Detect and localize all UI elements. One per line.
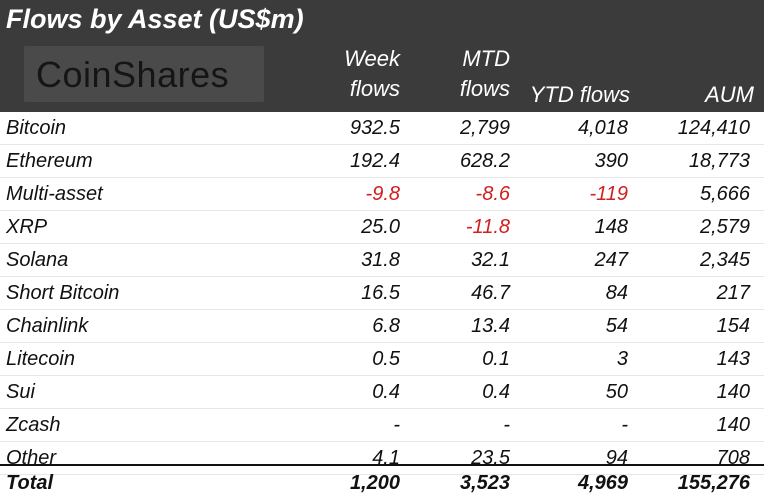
mtd-flow-value: 628.2 (459, 150, 510, 172)
ytd-flow-value: 54 (605, 315, 628, 337)
table-row: Zcash - - - 140 (0, 409, 764, 442)
mtd-flow-value: - (503, 414, 510, 436)
mtd-header-line1: MTD (462, 46, 510, 71)
table-row: Chainlink 6.8 13.4 54 154 (0, 310, 764, 343)
coinshares-logo: CoinShares (24, 46, 264, 102)
mtd-flow-value: 23.5 (471, 447, 510, 469)
total-ytd-flow: 4,969 (577, 472, 628, 494)
mtd-flow-value: 46.7 (471, 282, 510, 304)
ytd-flow-value: 390 (594, 150, 628, 172)
aum-value: 143 (716, 348, 750, 370)
aum-value: 2,345 (699, 249, 750, 271)
week-flow-value: 25.0 (361, 216, 400, 238)
table-header: Flows by Asset (US$m) CoinShares Week fl… (0, 0, 764, 112)
asset-name: Solana (6, 249, 69, 271)
week-flow-value: 16.5 (361, 282, 400, 304)
column-header-aum: AUM (705, 82, 754, 107)
aum-value: 5,666 (699, 183, 750, 205)
week-flow-value: 4.1 (372, 447, 400, 469)
asset-name: Ethereum (6, 150, 93, 172)
table-row: XRP 25.0 -11.8 148 2,579 (0, 211, 764, 244)
column-header-mtd-flows: MTD flows (390, 44, 510, 104)
aum-value: 154 (716, 315, 750, 337)
week-header-line1: Week (344, 46, 400, 71)
asset-name: Short Bitcoin (6, 282, 120, 304)
asset-name: XRP (6, 216, 48, 238)
total-row: Total 1,200 3,523 4,969 155,276 (0, 464, 764, 500)
table-title: Flows by Asset (US$m) (6, 4, 304, 34)
total-mtd-flow: 3,523 (459, 472, 510, 494)
asset-name: Bitcoin (6, 117, 67, 139)
asset-name: Chainlink (6, 315, 89, 337)
total-week-flow: 1,200 (349, 472, 400, 494)
mtd-flow-value: 32.1 (471, 249, 510, 271)
ytd-flow-value: 50 (605, 381, 628, 403)
total-aum: 155,276 (677, 472, 750, 494)
week-flow-value: 932.5 (349, 117, 400, 139)
mtd-flow-value: 0.4 (482, 381, 510, 403)
week-flow-value: -9.8 (365, 183, 400, 205)
table-row: Bitcoin 932.5 2,799 4,018 124,410 (0, 112, 764, 145)
week-flow-value: - (393, 414, 400, 436)
ytd-flow-value: 84 (605, 282, 628, 304)
table-row: Ethereum 192.4 628.2 390 18,773 (0, 145, 764, 178)
ytd-flow-value: 247 (594, 249, 628, 271)
logo-text: CoinShares (36, 54, 230, 95)
ytd-flow-value: 3 (616, 348, 628, 370)
mtd-header-line2: flows (459, 76, 510, 101)
table-body: Bitcoin 932.5 2,799 4,018 124,410 Ethere… (0, 112, 764, 475)
table-row: Sui 0.4 0.4 50 140 (0, 376, 764, 409)
ytd-flow-value: -119 (589, 183, 628, 205)
week-flow-value: 192.4 (349, 150, 400, 172)
week-header-line2: flows (349, 76, 400, 101)
column-header-week-flows: Week flows (280, 44, 400, 104)
asset-name: Sui (6, 381, 35, 403)
week-flow-value: 6.8 (372, 315, 400, 337)
mtd-flow-value: -11.8 (465, 216, 510, 238)
asset-name: Other (6, 447, 57, 469)
ytd-flow-value: 94 (605, 447, 628, 469)
aum-value: 708 (716, 447, 750, 469)
mtd-flow-value: -8.6 (475, 183, 510, 205)
asset-name: Zcash (6, 414, 61, 436)
ytd-flow-value: 148 (594, 216, 628, 238)
aum-value: 140 (716, 414, 750, 436)
total-label: Total (6, 472, 54, 494)
table-row: Litecoin 0.5 0.1 3 143 (0, 343, 764, 376)
asset-name: Litecoin (6, 348, 75, 370)
table-row: Multi-asset -9.8 -8.6 -119 5,666 (0, 178, 764, 211)
column-header-ytd-flows: YTD flows (529, 82, 630, 107)
mtd-flow-value: 2,799 (459, 117, 510, 139)
aum-value: 217 (716, 282, 750, 304)
aum-value: 18,773 (688, 150, 750, 172)
table-row: Solana 31.8 32.1 247 2,345 (0, 244, 764, 277)
aum-value: 124,410 (677, 117, 750, 139)
week-flow-value: 0.4 (372, 381, 400, 403)
ytd-flow-value: - (621, 414, 628, 436)
table-row: Short Bitcoin 16.5 46.7 84 217 (0, 277, 764, 310)
asset-name: Multi-asset (6, 183, 103, 205)
mtd-flow-value: 13.4 (471, 315, 510, 337)
aum-value: 140 (716, 381, 750, 403)
ytd-flow-value: 4,018 (577, 117, 628, 139)
aum-value: 2,579 (699, 216, 750, 238)
week-flow-value: 31.8 (361, 249, 400, 271)
week-flow-value: 0.5 (372, 348, 400, 370)
table-row: Other 4.1 23.5 94 708 (0, 442, 764, 475)
mtd-flow-value: 0.1 (482, 348, 510, 370)
